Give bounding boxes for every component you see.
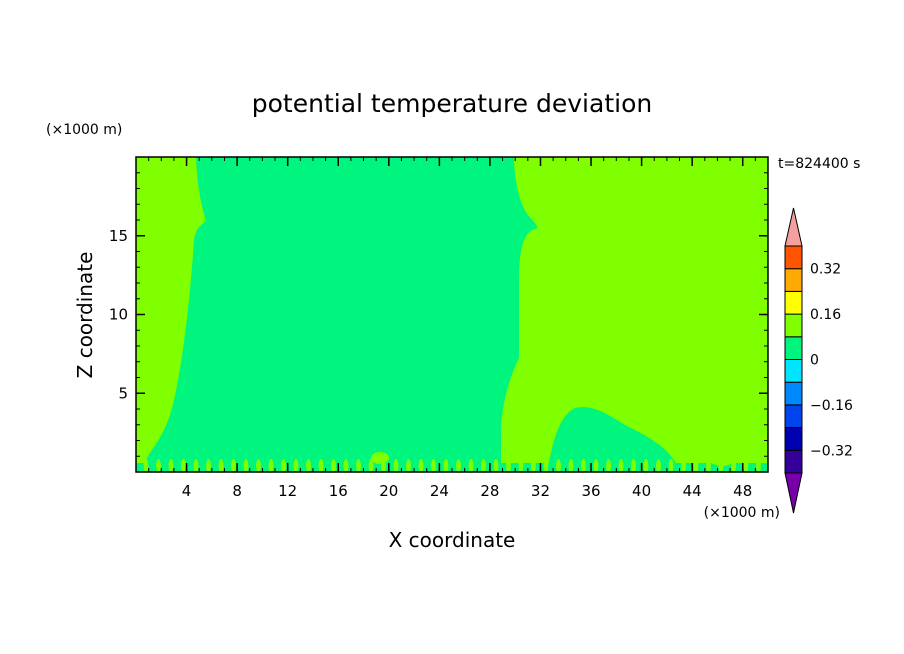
y-axis-label: Z coordinate [73, 252, 97, 379]
surface-bump [393, 459, 399, 473]
surface-bump [693, 459, 699, 473]
surface-bump [468, 459, 474, 473]
surface-bump [606, 459, 611, 473]
colorbar-label: 0 [810, 353, 819, 369]
surface-bump [531, 459, 536, 473]
x-tick-label: 24 [430, 482, 449, 500]
surface-bump [681, 459, 686, 473]
surface-bump [406, 459, 411, 473]
colorbar-band [784, 381, 803, 406]
surface-bump [218, 459, 224, 473]
surface-band [136, 463, 768, 472]
surface-bump [656, 459, 661, 473]
x-tick-label: 16 [329, 482, 348, 500]
x-tick-label: 8 [232, 482, 242, 500]
x-axis-label: X coordinate [389, 528, 516, 552]
colorbar-band [784, 427, 803, 451]
colorbar-band [784, 336, 803, 360]
surface-bump [356, 459, 361, 473]
surface-bump [443, 459, 449, 473]
y-tick-label: 10 [109, 306, 128, 324]
field-region-west [145, 157, 538, 463]
surface-bump [156, 459, 161, 473]
chart-title: potential temperature deviation [252, 89, 652, 118]
x-tick-label: 20 [379, 482, 398, 500]
colorbar-band [784, 268, 803, 292]
surface-bump [581, 459, 586, 473]
surface-bump [371, 452, 389, 464]
surface-bump [168, 459, 174, 473]
surface-bump [431, 459, 436, 473]
surface-bump [668, 459, 674, 473]
colorbar-band [784, 404, 803, 429]
surface-bump [268, 459, 274, 473]
colorbar-band [784, 313, 803, 338]
surface-bump [343, 459, 349, 473]
x-tick-label: 4 [182, 482, 192, 500]
surface-bump [743, 459, 749, 473]
x-ticks: 4 8 12 16 20 24 28 32 36 40 44 48 [182, 157, 752, 500]
x-tick-label: 40 [632, 482, 651, 500]
colorbar: −0.32 −0.16 0 0.16 0.32 [784, 207, 853, 514]
surface-bump [493, 459, 499, 473]
surface-bump [243, 459, 249, 473]
surface-bump [643, 459, 649, 473]
surface-bump [518, 459, 524, 473]
surface-bump [231, 459, 236, 473]
surface-bump [368, 459, 374, 473]
colorbar-over-triangle [784, 207, 803, 247]
surface-bump [706, 459, 711, 473]
x-tick-label: 44 [683, 482, 702, 500]
surface-bump [456, 459, 461, 473]
surface-bump [331, 459, 336, 473]
surface-bump [756, 459, 761, 473]
colorbar-band [784, 449, 803, 474]
y-tick-label: 15 [109, 227, 128, 245]
x-tick-label: 36 [581, 482, 600, 500]
field-region-east [549, 406, 676, 463]
surface-bump [710, 454, 734, 466]
x-tick-label: 48 [733, 482, 752, 500]
surface-bump [543, 459, 549, 473]
x-unit-label: (×1000 m) [704, 505, 780, 521]
surface-bump [556, 459, 561, 473]
surface-bump [143, 459, 149, 473]
colorbar-label: −0.16 [810, 398, 853, 414]
colorbar-label: −0.32 [810, 443, 853, 459]
colorbar-band [784, 359, 803, 383]
y-tick-label: 5 [118, 384, 128, 402]
time-label: t=824400 s [778, 156, 860, 172]
surface-bump [593, 459, 599, 473]
surface-bump [281, 459, 286, 473]
surface-bump [631, 459, 636, 473]
surface-bumps [136, 452, 768, 473]
x-tick-label: 12 [278, 482, 297, 500]
surface-bump [618, 459, 624, 473]
surface-bump [181, 459, 186, 473]
surface-bump [506, 459, 511, 473]
x-tick-label: 32 [531, 482, 550, 500]
colorbar-label: 0.16 [810, 307, 841, 323]
surface-bump [418, 459, 424, 473]
surface-bump [481, 459, 486, 473]
surface-bump [318, 459, 324, 473]
x-tick-label: 28 [480, 482, 499, 500]
y-ticks: 5 10 15 [109, 227, 768, 402]
surface-bump [193, 459, 199, 473]
surface-bump [206, 459, 211, 473]
surface-bump [293, 459, 299, 473]
surface-bump [256, 459, 261, 473]
surface-bump [306, 459, 311, 473]
colorbar-under-triangle [784, 472, 803, 514]
colorbar-label: 0.32 [810, 262, 841, 278]
colorbar-band [784, 290, 803, 315]
y-unit-label: (×1000 m) [46, 122, 122, 138]
surface-bump [568, 459, 574, 473]
colorbar-band [784, 245, 803, 270]
